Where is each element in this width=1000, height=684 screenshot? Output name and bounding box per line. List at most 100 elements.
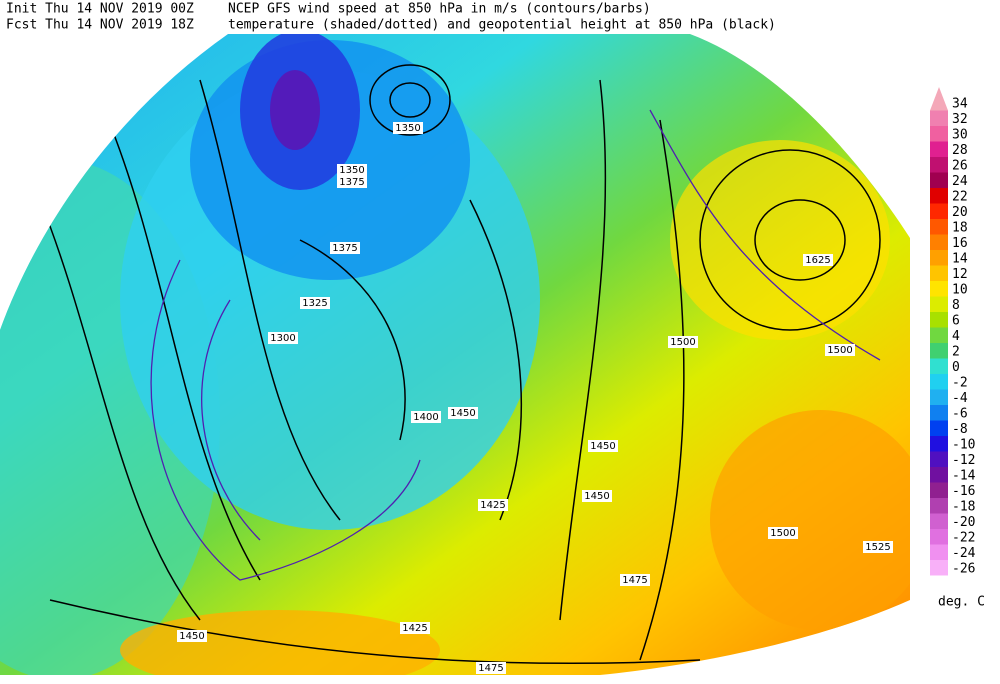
height-label: 1450 [179, 631, 204, 642]
label-box [337, 176, 367, 188]
colorbar-box [930, 296, 948, 312]
label-box [330, 242, 360, 254]
colorbar-label: 0 [952, 360, 960, 375]
colorbar-label: -26 [952, 561, 975, 576]
colorbar-unit: deg. C [938, 595, 985, 610]
colorbar-box [930, 420, 948, 436]
colorbar-label: -12 [952, 453, 975, 468]
height-label: 1500 [770, 528, 795, 539]
colorbar-box [930, 141, 948, 157]
colorbar-box [930, 358, 948, 374]
height-label: 1325 [302, 298, 327, 309]
colorbar-box [930, 374, 948, 390]
label-box [268, 332, 298, 344]
colorbar-box [930, 343, 948, 359]
label-box [393, 122, 423, 134]
colorbar-label: -10 [952, 437, 975, 452]
colorbar-box [930, 544, 948, 560]
height-label: 1475 [622, 575, 647, 586]
colorbar-label: 20 [952, 205, 968, 220]
colorbar-label: 8 [952, 298, 960, 313]
label-box [768, 527, 798, 539]
colorbar-box [930, 389, 948, 405]
colorbar-box [930, 529, 948, 545]
colorbar-box [930, 203, 948, 219]
colorbar-box [930, 188, 948, 204]
height-label: 1400 [413, 412, 438, 423]
colorbar-box [930, 482, 948, 498]
height-label: 1450 [590, 441, 615, 452]
forecast-time: Fcst Thu 14 NOV 2019 18Z [6, 18, 194, 33]
height-label: 1350 [339, 165, 364, 176]
height-label: 1350 [395, 123, 420, 134]
height-label: 1425 [402, 623, 427, 634]
colorbar-box [930, 560, 948, 576]
label-box [803, 254, 833, 266]
colorbar-label: 28 [952, 143, 968, 158]
height-label: 1450 [450, 408, 475, 419]
colorbar-box [930, 281, 948, 297]
colorbar-box [930, 234, 948, 250]
colorbar-label: -8 [952, 422, 968, 437]
colorbar-label: 12 [952, 267, 968, 282]
label-box [448, 407, 478, 419]
label-box [668, 336, 698, 348]
colorbar-label: 4 [952, 329, 960, 344]
colorbar-box [930, 451, 948, 467]
label-box [620, 574, 650, 586]
colorbar-label: 24 [952, 174, 968, 189]
height-label: 1425 [480, 500, 505, 511]
title-line-1: NCEP GFS wind speed at 850 hPa in m/s (c… [228, 2, 651, 17]
colorbar-label: -6 [952, 406, 968, 421]
colorbar-box [930, 250, 948, 266]
label-box [476, 662, 506, 674]
colorbar-label: -14 [952, 468, 976, 483]
colorbar-label: -20 [952, 515, 975, 530]
colorbar-label: 32 [952, 112, 968, 127]
map [0, 34, 910, 675]
colorbar-label: -4 [952, 391, 968, 406]
label-box [177, 630, 207, 642]
colorbar-label: -2 [952, 375, 968, 390]
height-label: 1475 [478, 663, 503, 674]
label-box [411, 411, 441, 423]
colorbar-label: 6 [952, 313, 960, 328]
label-box [825, 344, 855, 356]
height-label: 1300 [270, 333, 295, 344]
colorbar-box [930, 312, 948, 328]
colorbar-label: 2 [952, 344, 960, 359]
colorbar-label: 10 [952, 282, 968, 297]
colorbar-box [930, 498, 948, 514]
colorbar-box [930, 405, 948, 421]
colorbar-box [930, 327, 948, 343]
colorbar-box [930, 513, 948, 529]
colorbar-box [930, 436, 948, 452]
label-box [588, 440, 618, 452]
height-label: 1450 [584, 491, 609, 502]
label-box [863, 541, 893, 553]
colorbar-label: -16 [952, 484, 975, 499]
label-box [582, 490, 612, 502]
height-label: 1375 [339, 177, 364, 188]
height-label: 1625 [805, 255, 830, 266]
colorbar-cap [930, 87, 948, 111]
colorbar-label: 22 [952, 189, 968, 204]
colorbar-label: 26 [952, 158, 968, 173]
colorbar-label: -18 [952, 499, 975, 514]
colorbar-label: 30 [952, 127, 968, 142]
colorbar-label: 14 [952, 251, 968, 266]
height-label: 1375 [332, 243, 357, 254]
colorbar-label: 18 [952, 220, 968, 235]
colorbar-box [930, 110, 948, 126]
label-box [400, 622, 430, 634]
colorbar-label: 16 [952, 236, 968, 251]
colorbar-box [930, 126, 948, 142]
colorbar-box [930, 219, 948, 235]
colorbar-label: -22 [952, 530, 975, 545]
colorbar-label: -24 [952, 546, 976, 561]
label-box [478, 499, 508, 511]
label-box [337, 164, 367, 176]
colorbar-box [930, 265, 948, 281]
colorbar-box [930, 467, 948, 483]
